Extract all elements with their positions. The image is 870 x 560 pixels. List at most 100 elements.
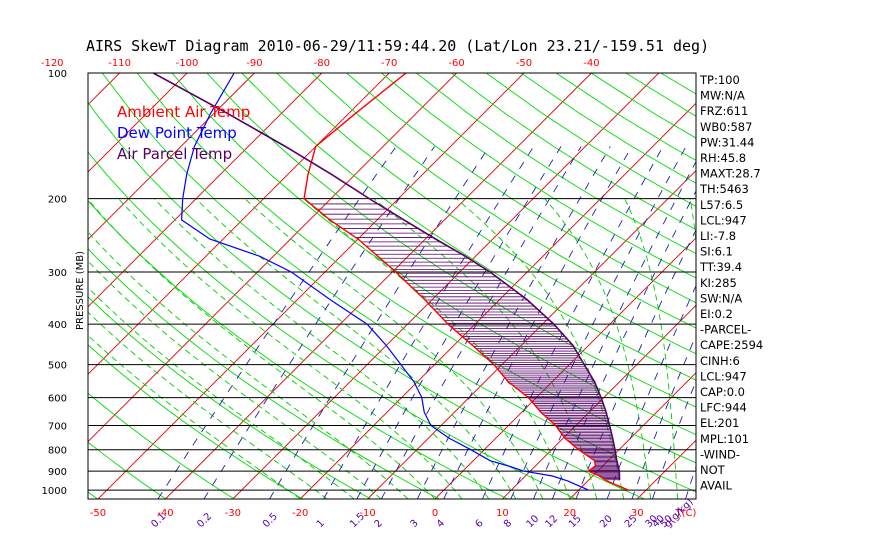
dry-adiabat-line [660,73,696,95]
plot-frame [87,72,697,500]
mixing-ratio-line [323,146,534,499]
isotherm-line [232,73,660,499]
dry-adiabat-line [381,73,696,279]
ambient-air-temp-line [303,73,629,491]
mixing-ratio-label: 12 [543,513,560,530]
stat-line: LI:-7.8 [700,229,736,243]
temp-tick-label-top: -90 [246,58,262,69]
mixing-ratio-line [269,146,490,499]
stat-line: PW:31.44 [700,135,754,149]
mixing-ratio-label: 4 [435,518,447,530]
temp-tick-label-bottom: 30 [631,508,644,519]
moist-adiabat-line [153,198,490,499]
pressure-tick-label: 100 [48,69,67,80]
pressure-tick-label: 600 [48,394,67,405]
isotherm-line [434,237,696,499]
dry-adiabat-line [485,73,696,207]
isotherm-line [0,73,52,499]
dry-adiabat-line [346,73,696,304]
moist-adiabat-line [624,198,679,499]
plot-area [0,73,696,499]
mixing-ratio-line [157,146,397,499]
dry-adiabat-line [276,73,696,355]
dew-point-temp-line [180,73,589,491]
stat-line: MW:N/A [700,89,745,103]
temp-tick-label-bottom: -30 [225,508,241,519]
dry-adiabat-line [88,101,645,499]
moist-adiabat-line [244,198,544,499]
moist-adiabat-line [88,231,409,499]
isotherm-line [88,73,323,308]
pressure-tick-label: 400 [48,320,67,331]
isotherm-line [88,73,255,241]
temp-tick-label-top: -40 [583,58,599,69]
mixing-ratio-label: 0.2 [195,511,214,530]
isotherm-line [367,169,696,499]
stat-line: TP:100 [699,73,740,87]
stat-line: CAP:0.0 [700,385,745,399]
temp-tick-label-bottom: -40 [157,508,173,519]
mixing-ratio-label: 20 [598,513,615,530]
air-parcel-temp-line [152,73,621,481]
temp-tick-label-bottom: -10 [359,508,375,519]
moist-adiabat-line [195,198,517,499]
dry-adiabat-line [206,73,696,408]
mixing-ratio-label: 10 [525,513,542,530]
isotherm-line [502,304,696,499]
pressure-tick-label: 200 [48,195,67,206]
stat-line: TT:39.4 [699,260,742,274]
dry-adiabat-line [241,73,696,381]
moist-adiabat-line [118,198,463,499]
moist-adiabat-line [88,286,355,499]
mixing-ratio-label: 0.5 [261,511,280,530]
pressure-tick-label: 300 [48,268,67,279]
temp-tick-label-top: -70 [381,58,397,69]
temp-tick-label-top: -50 [516,58,532,69]
stat-line: MAXT:28.7 [700,167,761,181]
legend-dew-point-temp: Dew Point Temp [117,124,237,142]
dry-adiabat-line [88,296,372,499]
chart-title: AIRS SkewT Diagram 2010-06-29/11:59:44.2… [86,37,709,55]
stat-line: EL:201 [700,416,740,430]
stat-line: SI:6.1 [700,245,733,259]
pressure-tick-label: 1000 [42,486,67,497]
moist-adiabat-line [303,198,571,499]
dry-adiabat-line [171,73,696,436]
moist-adiabat-line [88,198,436,499]
pressure-tick-label: 700 [48,422,67,433]
dry-adiabat-line [0,73,29,499]
x-axis-label: T(C) [675,508,697,519]
stat-line: SW:N/A [700,291,742,305]
mixing-ratio-label: 1 [315,518,327,530]
temp-tick-label-top: -60 [448,58,464,69]
stat-line: LCL:947 [700,213,747,227]
isotherm-line [88,73,188,173]
stat-line: MPL:101 [700,432,749,446]
moist-adiabat-line [373,198,598,499]
dry-adiabat-line [88,151,577,499]
stat-line: -WIND- [700,447,740,461]
stat-line: L57:6.5 [700,198,743,212]
stat-line: EI:0.2 [700,307,733,321]
mixing-ratio-label: 3 [408,518,420,530]
isotherm-line [165,73,592,499]
moist-adiabat-line [544,198,652,499]
temp-tick-label-top: -120 [41,58,64,69]
y-axis-label: PRESSURE (MB) [75,251,86,330]
temp-tick-label-bottom: -20 [292,508,308,519]
isotherm-line [88,73,120,106]
moist-adiabat-line [88,260,382,499]
stat-line: LFC:944 [700,401,747,415]
stat-line: -PARCEL- [700,323,751,337]
stat-line: FRZ:611 [700,104,748,118]
dry-adiabat-line [136,73,696,464]
temp-tick-label-top: -100 [176,58,199,69]
temp-tick-label-bottom: 20 [563,508,576,519]
temp-tick-label-bottom: 0 [432,508,438,519]
dry-adiabat-line [88,248,440,499]
legend-air-parcel-temp: Air Parcel Temp [117,145,232,163]
dry-adiabat-line [311,73,696,329]
stat-line: KI:285 [700,276,737,290]
mixing-ratio-label: 2 [373,518,385,530]
